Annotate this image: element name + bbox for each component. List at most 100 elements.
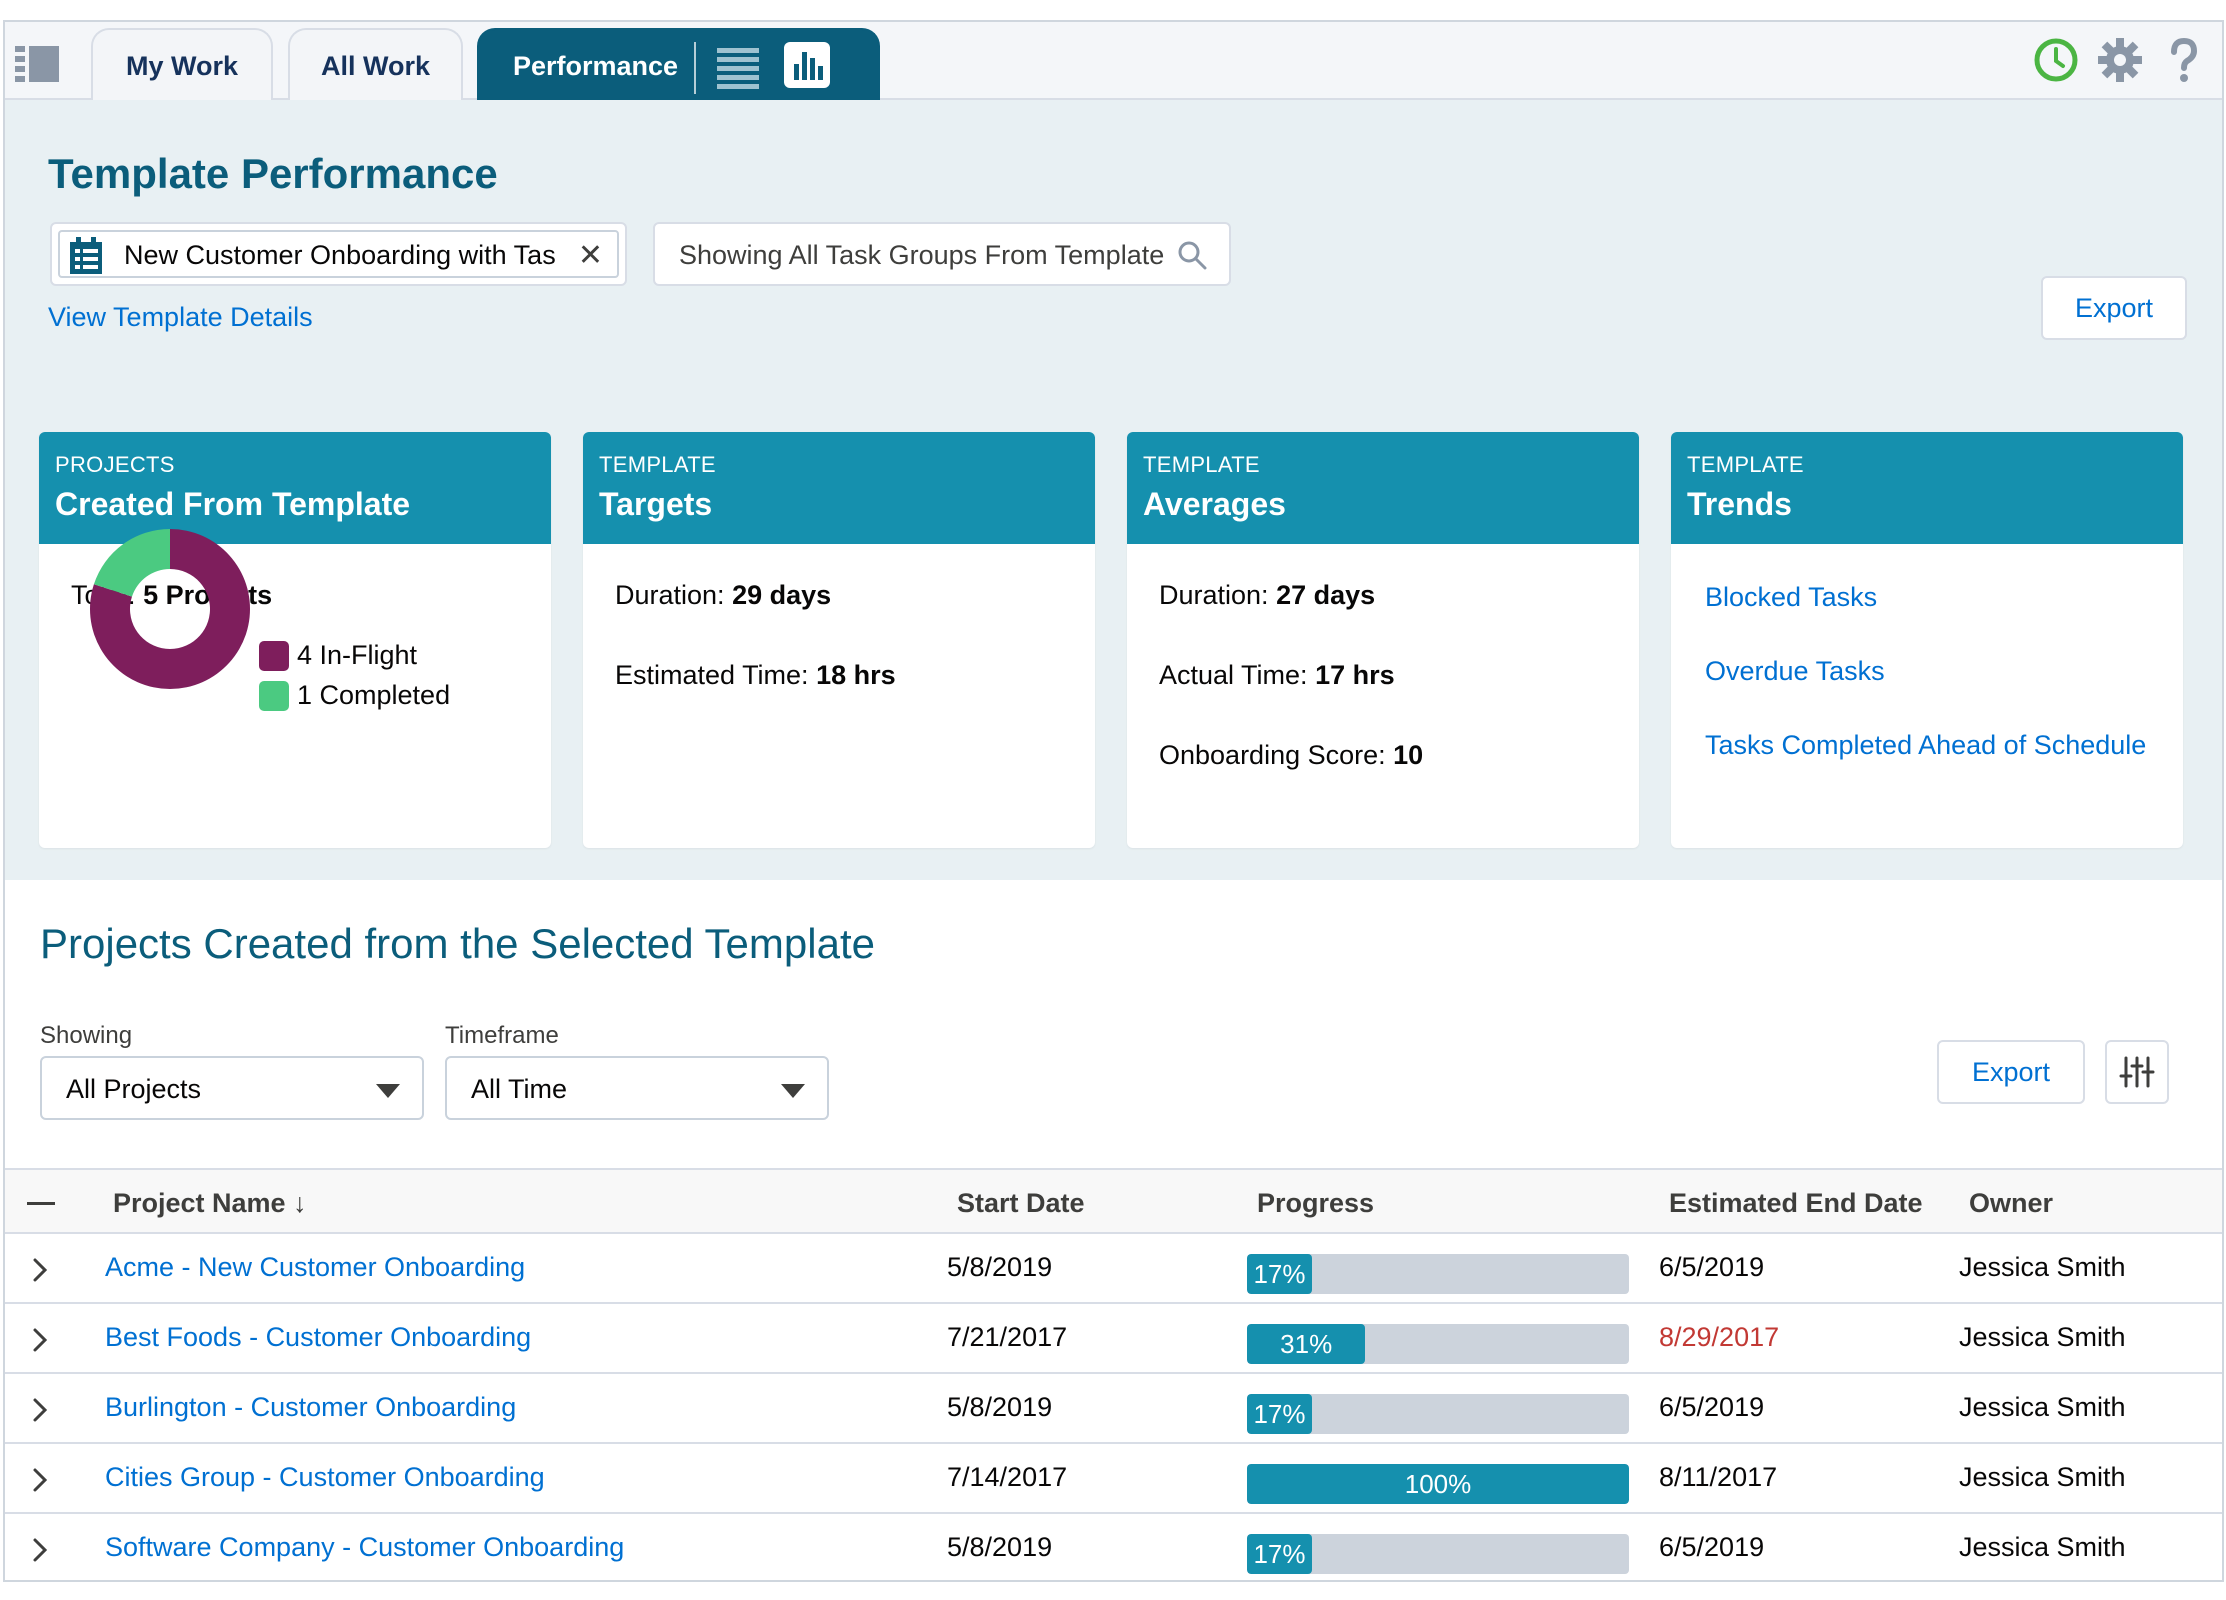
tab-label: All Work bbox=[320, 50, 430, 81]
project-name-link[interactable]: Software Company - Customer Onboarding bbox=[105, 1532, 625, 1562]
timeframe-select-value: All Time bbox=[471, 1074, 568, 1104]
legend-label: 1 Completed bbox=[297, 680, 451, 710]
progress-fill: 17% bbox=[1247, 1254, 1312, 1294]
chevron-right-icon[interactable] bbox=[29, 1256, 53, 1284]
tasks-ahead-of-schedule-link[interactable]: Tasks Completed Ahead of Schedule bbox=[1705, 730, 2147, 760]
tab-divider bbox=[694, 42, 696, 94]
close-icon[interactable]: ✕ bbox=[577, 239, 603, 272]
start-date: 7/14/2017 bbox=[947, 1462, 1068, 1492]
progress-fill: 17% bbox=[1247, 1534, 1312, 1574]
column-header-project-name[interactable]: Project Name ↓ bbox=[113, 1188, 307, 1218]
table-row[interactable]: Burlington - Customer Onboarding 5/8/2019… bbox=[5, 1374, 2222, 1444]
list-view-icon[interactable] bbox=[715, 44, 761, 90]
view-template-details-link[interactable]: View Template Details bbox=[48, 302, 313, 332]
search-icon bbox=[1178, 241, 1207, 270]
showing-select[interactable]: All Projects bbox=[40, 1056, 424, 1120]
progress-bar: 31% bbox=[1247, 1324, 1629, 1364]
column-settings-button[interactable] bbox=[2105, 1040, 2169, 1104]
page-title: Template Performance bbox=[48, 150, 498, 197]
average-actual-time-stat: Actual Time: 17 hrs bbox=[1159, 660, 1395, 691]
legend-label: 4 In-Flight bbox=[297, 640, 418, 670]
estimated-end-date: 6/5/2019 bbox=[1659, 1392, 1765, 1422]
overdue-tasks-link[interactable]: Overdue Tasks bbox=[1705, 656, 1885, 686]
table-row[interactable]: Cities Group - Customer Onboarding 7/14/2… bbox=[5, 1444, 2222, 1514]
table-row[interactable]: Best Foods - Customer Onboarding 7/21/201… bbox=[5, 1304, 2222, 1374]
collapse-all-icon[interactable] bbox=[27, 1202, 55, 1205]
onboarding-score-stat: Onboarding Score: 10 bbox=[1159, 740, 1423, 771]
progress-fill: 17% bbox=[1247, 1394, 1312, 1434]
donut-slice-in-flight bbox=[90, 529, 250, 689]
card-kicker: TEMPLATE bbox=[1687, 452, 1804, 477]
template-lookup-pill bbox=[58, 230, 619, 278]
chevron-right-icon[interactable] bbox=[29, 1466, 53, 1494]
owner: Jessica Smith bbox=[1959, 1322, 2126, 1352]
estimated-end-date: 6/5/2019 bbox=[1659, 1252, 1765, 1282]
card-kicker: TEMPLATE bbox=[599, 452, 716, 477]
table-header: Project Name ↓ Start Date Progress Estim… bbox=[5, 1168, 2222, 1234]
project-name-link[interactable]: Cities Group - Customer Onboarding bbox=[105, 1462, 545, 1492]
start-date: 7/21/2017 bbox=[947, 1322, 1068, 1352]
table-row[interactable]: Acme - New Customer Onboarding 5/8/2019 17… bbox=[5, 1234, 2222, 1304]
tab-bar: My Work All Work Performance bbox=[5, 22, 2222, 102]
projects-donut-chart bbox=[90, 529, 250, 689]
table-row[interactable]: Software Company - Customer Onboarding 5/… bbox=[5, 1514, 2222, 1580]
progress-label: 31% bbox=[1280, 1328, 1333, 1359]
blocked-tasks-link[interactable]: Blocked Tasks bbox=[1705, 582, 1878, 612]
export-button[interactable]: Export bbox=[2041, 276, 2187, 340]
help-icon[interactable] bbox=[2160, 36, 2208, 84]
column-header-start-date[interactable]: Start Date bbox=[957, 1188, 1085, 1218]
estimated-end-date: 8/29/2017 bbox=[1659, 1322, 1780, 1352]
chevron-right-icon[interactable] bbox=[29, 1536, 53, 1564]
bar-chart-icon[interactable] bbox=[784, 42, 830, 88]
legend-swatch bbox=[259, 680, 289, 711]
average-duration-stat: Duration: 27 days bbox=[1159, 580, 1375, 611]
task-group-search-input[interactable]: Showing All Task Groups From Template bbox=[653, 222, 1231, 286]
estimated-end-date: 8/11/2017 bbox=[1659, 1462, 1778, 1492]
progress-fill: 31% bbox=[1247, 1324, 1366, 1364]
card-title: Averages bbox=[1143, 486, 1286, 522]
progress-bar: 17% bbox=[1247, 1254, 1629, 1294]
gear-icon[interactable] bbox=[2096, 36, 2144, 84]
stat-value: 10 bbox=[1393, 740, 1424, 770]
chevron-right-icon[interactable] bbox=[29, 1326, 53, 1354]
app-launcher-icon[interactable] bbox=[15, 42, 63, 84]
chevron-down-icon bbox=[376, 1084, 400, 1098]
project-name-link[interactable]: Best Foods - Customer Onboarding bbox=[105, 1322, 532, 1352]
column-header-owner[interactable]: Owner bbox=[1969, 1188, 2054, 1218]
timeframe-select[interactable]: All Time bbox=[445, 1056, 829, 1120]
chevron-down-icon bbox=[781, 1084, 805, 1098]
stat-value: 18 hrs bbox=[816, 660, 896, 690]
legend-completed: 1 Completed bbox=[259, 680, 450, 711]
showing-label: Showing bbox=[40, 1022, 133, 1049]
stat-label: Duration: bbox=[615, 580, 725, 610]
project-name-link[interactable]: Acme - New Customer Onboarding bbox=[105, 1252, 526, 1282]
estimated-end-date: 6/5/2019 bbox=[1659, 1532, 1765, 1562]
export-projects-button[interactable]: Export bbox=[1937, 1040, 2085, 1104]
column-header-estimated-end-date[interactable]: Estimated End Date bbox=[1669, 1188, 1923, 1218]
template-lookup[interactable]: New Customer Onboarding with Tas ✕ bbox=[50, 222, 627, 286]
task-group-search-text: Showing All Task Groups From Template bbox=[679, 240, 1165, 270]
progress-label: 17% bbox=[1253, 1398, 1306, 1429]
stat-label: Estimated Time: bbox=[615, 660, 809, 690]
legend-swatch bbox=[259, 640, 289, 671]
card-header: PROJECTS Created From Template bbox=[39, 432, 551, 544]
averages-card: TEMPLATE Averages Duration: 27 days Actu… bbox=[1127, 432, 1639, 848]
sliders-icon bbox=[2119, 1056, 2155, 1088]
template-icon bbox=[70, 237, 102, 274]
stat-label: Actual Time: bbox=[1159, 660, 1308, 690]
progress-bar: 100% bbox=[1247, 1464, 1629, 1504]
target-duration-stat: Duration: 29 days bbox=[615, 580, 831, 611]
owner: Jessica Smith bbox=[1959, 1462, 2126, 1492]
card-header: TEMPLATE Targets bbox=[583, 432, 1095, 544]
tab-performance[interactable]: Performance bbox=[477, 28, 880, 102]
start-date: 5/8/2019 bbox=[947, 1392, 1053, 1422]
stat-value: 17 hrs bbox=[1315, 660, 1395, 690]
stat-label: Onboarding Score: bbox=[1159, 740, 1386, 770]
template-lookup-value: New Customer Onboarding with Tas bbox=[124, 240, 556, 270]
clock-icon[interactable] bbox=[2032, 36, 2080, 84]
project-name-link[interactable]: Burlington - Customer Onboarding bbox=[105, 1392, 517, 1422]
chevron-right-icon[interactable] bbox=[29, 1396, 53, 1424]
tab-all-work[interactable]: All Work bbox=[288, 28, 463, 102]
column-header-progress[interactable]: Progress bbox=[1257, 1188, 1375, 1218]
tab-my-work[interactable]: My Work bbox=[91, 28, 273, 102]
